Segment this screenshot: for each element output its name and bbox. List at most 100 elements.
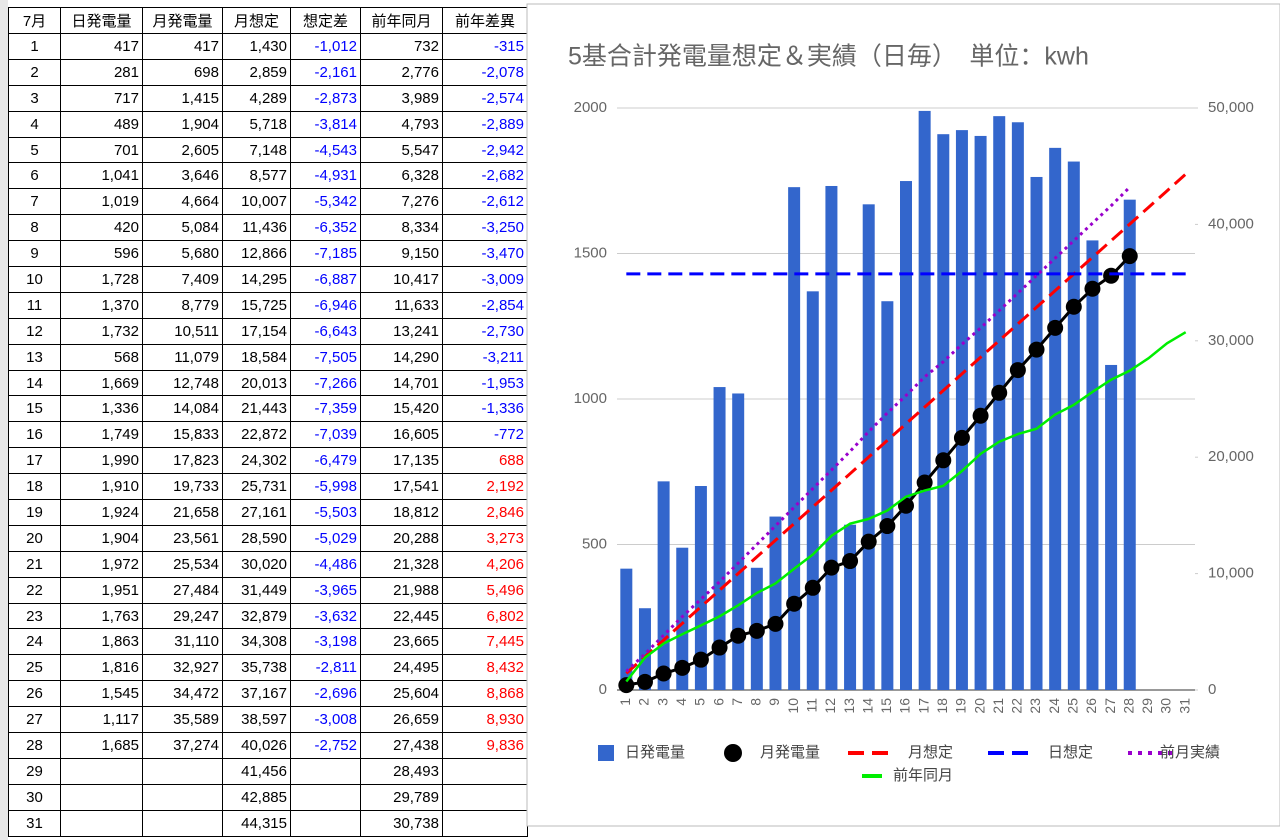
cell[interactable]: -772 [442,421,528,449]
cell[interactable]: 15,725 [222,291,291,319]
cell[interactable]: 44,315 [222,809,291,837]
cell[interactable]: -4,486 [290,550,361,578]
cell[interactable]: 12,866 [222,240,291,268]
cell[interactable]: -7,505 [290,343,361,371]
cell[interactable]: 14,290 [360,343,443,371]
header-cell[interactable]: 月発電量 [142,7,223,34]
header-cell[interactable]: 前年同月 [360,7,443,34]
cell[interactable]: -6,643 [290,317,361,345]
cell[interactable]: 1,749 [60,421,143,449]
cell[interactable]: -2,574 [442,84,528,112]
cell[interactable]: 14 [8,369,61,397]
cell[interactable]: 41,456 [222,757,291,785]
cell[interactable]: 18,812 [360,499,443,526]
cell[interactable]: 14,701 [360,369,443,397]
cell[interactable]: -2,730 [442,317,528,345]
cell[interactable]: 17,135 [360,447,443,475]
cell[interactable]: 9,836 [442,732,528,759]
cell[interactable] [442,809,528,837]
cell[interactable]: 34,472 [142,680,223,708]
cell[interactable]: -1,012 [290,33,361,60]
cell[interactable]: 1,951 [60,576,143,604]
cell[interactable]: -7,359 [290,395,361,423]
cell[interactable]: 10,511 [142,317,223,345]
cell[interactable]: 21,443 [222,395,291,423]
cell[interactable]: 30,020 [222,550,291,578]
cell[interactable]: 1,863 [60,628,143,656]
cell[interactable]: -2,752 [290,732,361,759]
cell[interactable]: 5,496 [442,576,528,604]
cell[interactable]: 8 [8,214,61,242]
cell[interactable]: -3,211 [442,343,528,371]
cell[interactable]: 16 [8,421,61,449]
cell[interactable]: -6,887 [290,266,361,293]
header-cell[interactable]: 想定差 [290,7,361,34]
cell[interactable]: 1,019 [60,188,143,216]
cell[interactable] [142,809,223,837]
cell[interactable]: 37,167 [222,680,291,708]
cell[interactable]: 27,161 [222,499,291,526]
cell[interactable]: -6,352 [290,214,361,242]
cell[interactable]: 10 [8,266,61,293]
cell[interactable]: 2,192 [442,473,528,501]
cell[interactable]: 11,436 [222,214,291,242]
cell[interactable]: -5,503 [290,499,361,526]
cell[interactable]: 32,927 [142,654,223,682]
cell[interactable]: 8,577 [222,162,291,190]
cell[interactable]: 281 [60,58,143,86]
cell[interactable]: 5 [8,136,61,164]
cell[interactable]: 12,748 [142,369,223,397]
cell[interactable] [60,809,143,837]
cell[interactable]: 15 [8,395,61,423]
header-cell[interactable]: 月想定 [222,7,291,34]
cell[interactable]: 24,302 [222,447,291,475]
cell[interactable]: 15,420 [360,395,443,423]
cell[interactable]: 5,680 [142,240,223,268]
cell[interactable] [290,809,361,837]
cell[interactable] [142,757,223,785]
cell[interactable] [142,783,223,811]
cell[interactable]: 11,633 [360,291,443,319]
cell[interactable]: 23 [8,602,61,630]
cell[interactable]: 1,816 [60,654,143,682]
cell[interactable]: 28 [8,732,61,759]
cell[interactable]: 28,493 [360,757,443,785]
cell[interactable]: 19 [8,499,61,526]
cell[interactable]: 1,910 [60,473,143,501]
cell[interactable]: 701 [60,136,143,164]
cell[interactable]: 5,084 [142,214,223,242]
cell[interactable]: 9,150 [360,240,443,268]
cell[interactable]: 489 [60,110,143,138]
cell[interactable]: -5,342 [290,188,361,216]
cell[interactable]: 34,308 [222,628,291,656]
cell[interactable]: 7 [8,188,61,216]
cell[interactable]: -3,250 [442,214,528,242]
cell[interactable]: 35,738 [222,654,291,682]
cell[interactable]: 1 [8,33,61,60]
cell[interactable]: -6,479 [290,447,361,475]
cell[interactable]: -2,811 [290,654,361,682]
cell[interactable]: 11 [8,291,61,319]
cell[interactable]: 28,590 [222,524,291,552]
cell[interactable]: 7,148 [222,136,291,164]
cell[interactable]: 2,605 [142,136,223,164]
cell[interactable]: 417 [142,33,223,60]
header-cell[interactable]: 日発電量 [60,7,143,34]
cell[interactable]: 4,793 [360,110,443,138]
cell[interactable]: 30,738 [360,809,443,837]
header-cell[interactable]: 7月 [8,7,61,34]
header-cell[interactable]: 前年差異 [442,7,528,34]
cell[interactable]: 37,274 [142,732,223,759]
cell[interactable]: -7,039 [290,421,361,449]
cell[interactable]: 29,789 [360,783,443,811]
cell[interactable]: 7,409 [142,266,223,293]
cell[interactable]: 26 [8,680,61,708]
cell[interactable]: 29,247 [142,602,223,630]
cell[interactable]: 16,605 [360,421,443,449]
cell[interactable]: 596 [60,240,143,268]
cell[interactable]: -2,612 [442,188,528,216]
cell[interactable]: 14,084 [142,395,223,423]
cell[interactable]: 21,328 [360,550,443,578]
cell[interactable]: 21 [8,550,61,578]
cell[interactable] [290,757,361,785]
